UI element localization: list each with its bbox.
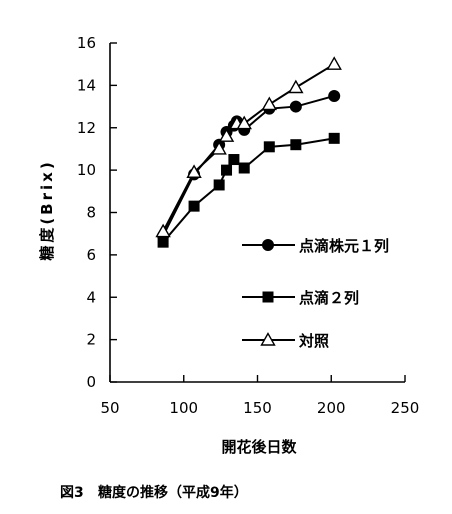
caption-title: 糖度の推移（平成9年）: [98, 484, 248, 501]
data-point-drip-2row: [328, 132, 340, 144]
chart-axes: 50 100 150 200 250 0 2 4 6 8 10 12 14 16: [77, 34, 419, 417]
data-point-control: [186, 164, 202, 178]
data-point-control: [155, 223, 171, 238]
y-tick-label: 14: [77, 76, 96, 94]
data-point-drip-base-1row: [328, 89, 341, 102]
data-point-drip-2row: [238, 162, 250, 174]
data-point-drip-2row: [221, 164, 233, 176]
data-point-drip-2row: [213, 179, 225, 191]
chart-series-layer: [155, 56, 342, 248]
data-point-drip-base-1row: [289, 100, 302, 113]
caption-figure-label: 図3: [60, 485, 84, 501]
legend-label-control: 対照: [298, 332, 329, 350]
y-tick-label: 4: [86, 288, 96, 306]
legend-marker-drip-2row: [262, 291, 274, 303]
data-point-drip-2row: [188, 200, 200, 212]
y-axis-title: 糖度(Brix): [38, 159, 56, 260]
legend-label-drip-base-1row: 点滴株元１列: [299, 237, 389, 255]
data-point-control: [326, 56, 342, 70]
data-point-drip-2row: [290, 139, 302, 151]
data-point-drip-2row: [157, 236, 169, 248]
series-control: [155, 56, 342, 238]
x-tick-label: 50: [100, 399, 119, 417]
x-tick-label: 250: [391, 399, 420, 417]
y-tick-label: 10: [77, 161, 96, 179]
data-point-drip-2row: [263, 141, 275, 153]
y-tick-label: 0: [86, 373, 96, 391]
x-tick-label: 100: [169, 399, 198, 417]
data-point-control: [218, 128, 235, 142]
legend-label-drip-2row: 点滴２列: [299, 289, 359, 307]
y-tick-label: 16: [77, 34, 96, 52]
x-tick-label: 150: [243, 399, 272, 417]
legend-marker-drip-base-1row: [262, 239, 274, 251]
data-point-control: [261, 96, 277, 111]
data-point-control: [288, 79, 304, 94]
series-line-drip-2row: [162, 137, 335, 243]
data-point-control: [236, 115, 252, 130]
y-tick-label: 8: [86, 204, 96, 222]
series-drip-2row: [157, 132, 340, 248]
x-axis-title: 開花後日数: [221, 438, 297, 456]
y-tick-label: 12: [77, 119, 96, 137]
data-point-drip-2row: [228, 154, 240, 166]
data-point-control: [211, 141, 227, 155]
y-tick-label: 2: [86, 331, 96, 349]
x-tick-label: 200: [317, 399, 346, 417]
legend-marker-control: [260, 332, 276, 346]
y-tick-label: 6: [86, 246, 96, 264]
